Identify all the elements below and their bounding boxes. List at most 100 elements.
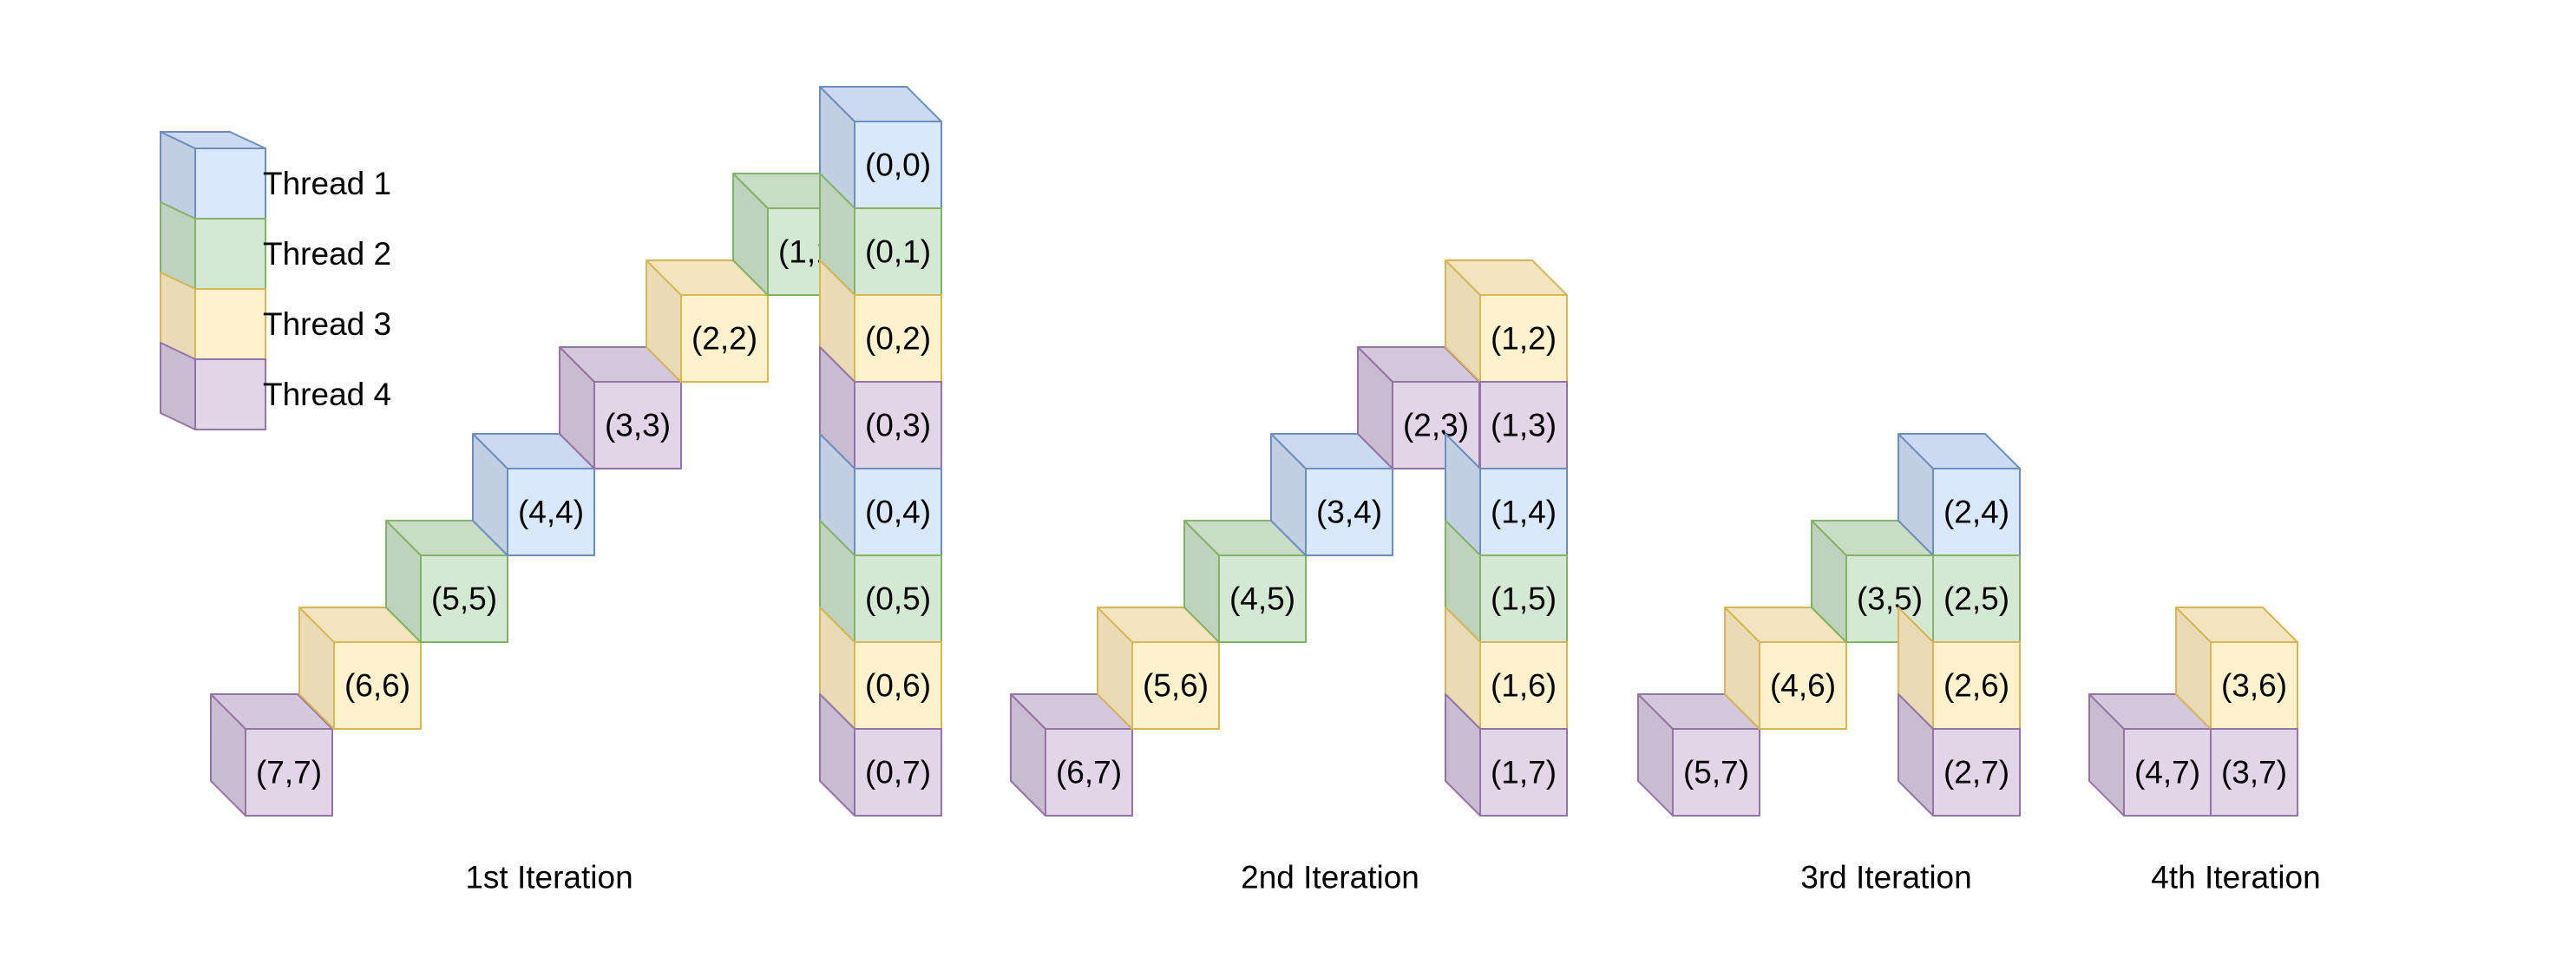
cube-front-face xyxy=(1759,641,1847,730)
legend-swatch xyxy=(194,148,266,220)
legend-swatch xyxy=(194,218,266,290)
cell-cube: (3,4) xyxy=(1270,433,1393,556)
cell-cube: (2,2) xyxy=(646,259,769,383)
cell-label: (4,6) xyxy=(1770,668,1836,704)
iteration-cells: (4,7) (3,6) (3,7) xyxy=(2088,607,2298,817)
cell-cube: (7,7) xyxy=(210,693,333,817)
cell-label: (1,6) xyxy=(1491,668,1557,704)
legend-label: Thread 4 xyxy=(263,377,391,412)
cell-label: (4,5) xyxy=(1229,581,1295,617)
cell-cube: (1,6) xyxy=(1445,607,1568,730)
cell-cube: (0,5) xyxy=(819,520,942,643)
cube-front-face xyxy=(593,381,682,469)
cell-cube: (4,7) xyxy=(2088,693,2212,817)
cell-cube: (0,6) xyxy=(819,607,942,730)
iteration-label: 4th Iteration xyxy=(2151,860,2320,896)
cell-cube: (3,6) xyxy=(2175,607,2298,730)
cell-label: (2,3) xyxy=(1403,408,1469,443)
cell-cube: (2,7) xyxy=(1898,693,2021,817)
cell-label: (5,6) xyxy=(1143,668,1209,704)
legend-label: Thread 3 xyxy=(263,306,391,342)
cell-cube: (4,5) xyxy=(1183,520,1307,643)
cube-front-face xyxy=(1218,554,1307,643)
cell-label: (0,1) xyxy=(865,234,931,270)
legend: Thread 1 Thread 2 Thread 3 Thread 4 xyxy=(160,131,391,430)
cell-label: (6,6) xyxy=(344,668,410,704)
legend-swatch xyxy=(194,358,266,430)
cell-cube: (1,3) xyxy=(1479,381,1568,469)
legend-label: Thread 1 xyxy=(263,166,391,201)
iteration-4: (4,7) (3,6) (3,7) 4th Iteration xyxy=(2088,607,2321,896)
cell-label: (0,2) xyxy=(865,321,931,357)
cell-label: (3,6) xyxy=(2221,668,2287,704)
cube-front-face xyxy=(1932,468,2021,556)
cell-label: (1,5) xyxy=(1491,581,1557,617)
cell-cube: (4,6) xyxy=(1724,607,1847,730)
cube-front-face xyxy=(1045,728,1133,817)
cube-front-face xyxy=(1131,641,1220,730)
cell-label: (0,0) xyxy=(865,148,931,183)
cube-front-face xyxy=(1932,641,2021,730)
cell-label: (2,5) xyxy=(1943,581,2009,617)
cell-cube: (0,3) xyxy=(819,346,942,469)
cell-label: (4,7) xyxy=(2134,755,2200,791)
cell-label: (1,7) xyxy=(1491,755,1557,791)
cube-front-face xyxy=(1932,554,2021,643)
cell-label: (1,4) xyxy=(1491,495,1557,530)
cell-label: (5,7) xyxy=(1683,755,1749,791)
cell-cube: (3,3) xyxy=(559,346,682,469)
cell-label: (0,3) xyxy=(865,408,931,443)
cell-cube: (4,4) xyxy=(472,433,595,556)
cell-label: (3,4) xyxy=(1316,495,1382,530)
cube-front-face xyxy=(854,468,942,556)
cube-front-face xyxy=(680,294,769,383)
cell-label: (3,3) xyxy=(605,408,671,443)
iteration-label: 1st Iteration xyxy=(465,860,633,896)
cube-front-face xyxy=(2210,728,2298,817)
cell-cube: (2,6) xyxy=(1898,607,2021,730)
cell-label: (0,6) xyxy=(865,668,931,704)
iteration-cells: (7,7)(6,6)(5,5)(4,4)(3,3)(2,2)(1,1)(0,0)… xyxy=(210,86,942,817)
cube-front-face xyxy=(1672,728,1760,817)
cell-label: (1,2) xyxy=(1491,321,1557,357)
cube-front-face xyxy=(1845,554,1934,643)
legend-item-thread-4: Thread 4 xyxy=(160,342,391,430)
cube-front-face xyxy=(854,207,942,296)
cell-label: (6,7) xyxy=(1056,755,1122,791)
cell-cube: (5,5) xyxy=(385,520,508,643)
iteration-cells: (6,7) (5,6) (4,5) (3,4) (2,3) (1,2) (1,3) (1,4)… xyxy=(1010,259,1568,817)
cube-front-face xyxy=(1479,728,1568,817)
cell-label: (4,4) xyxy=(518,495,584,530)
cell-label: (3,5) xyxy=(1857,581,1923,617)
cell-cube: (1,7) xyxy=(1445,693,1568,817)
cube-front-face xyxy=(1479,554,1568,643)
cube-front-face xyxy=(420,554,508,643)
cell-cube: (0,4) xyxy=(819,433,942,556)
cell-cube: (5,6) xyxy=(1097,607,1220,730)
cell-cube: (6,7) xyxy=(1010,693,1133,817)
cube-front-face xyxy=(1479,641,1568,730)
cell-label: (7,7) xyxy=(256,755,322,791)
cell-label: (2,4) xyxy=(1943,495,2009,530)
cell-label: (2,6) xyxy=(1943,668,2009,704)
cell-label: (0,4) xyxy=(865,495,931,530)
cube-front-face xyxy=(2123,728,2212,817)
cell-cube: (1,5) xyxy=(1445,520,1568,643)
cell-label: (3,7) xyxy=(2221,755,2287,791)
cell-cube: (0,0) xyxy=(819,86,942,209)
cell-cube: (6,6) xyxy=(298,607,422,730)
iteration-label: 3rd Iteration xyxy=(1800,860,1971,896)
cube-front-face xyxy=(854,641,942,730)
cell-cube: (3,5) xyxy=(1811,520,1934,643)
cell-cube: (1,4) xyxy=(1445,433,1568,556)
cell-cube: (0,7) xyxy=(819,693,942,817)
cube-front-face xyxy=(1305,468,1393,556)
cube-front-face xyxy=(854,294,942,383)
cube-front-face xyxy=(333,641,422,730)
cell-cube: (1,2) xyxy=(1445,259,1568,383)
cube-front-face xyxy=(854,121,942,209)
cell-label: (2,7) xyxy=(1943,755,2009,791)
cell-cube: (5,7) xyxy=(1637,693,1760,817)
